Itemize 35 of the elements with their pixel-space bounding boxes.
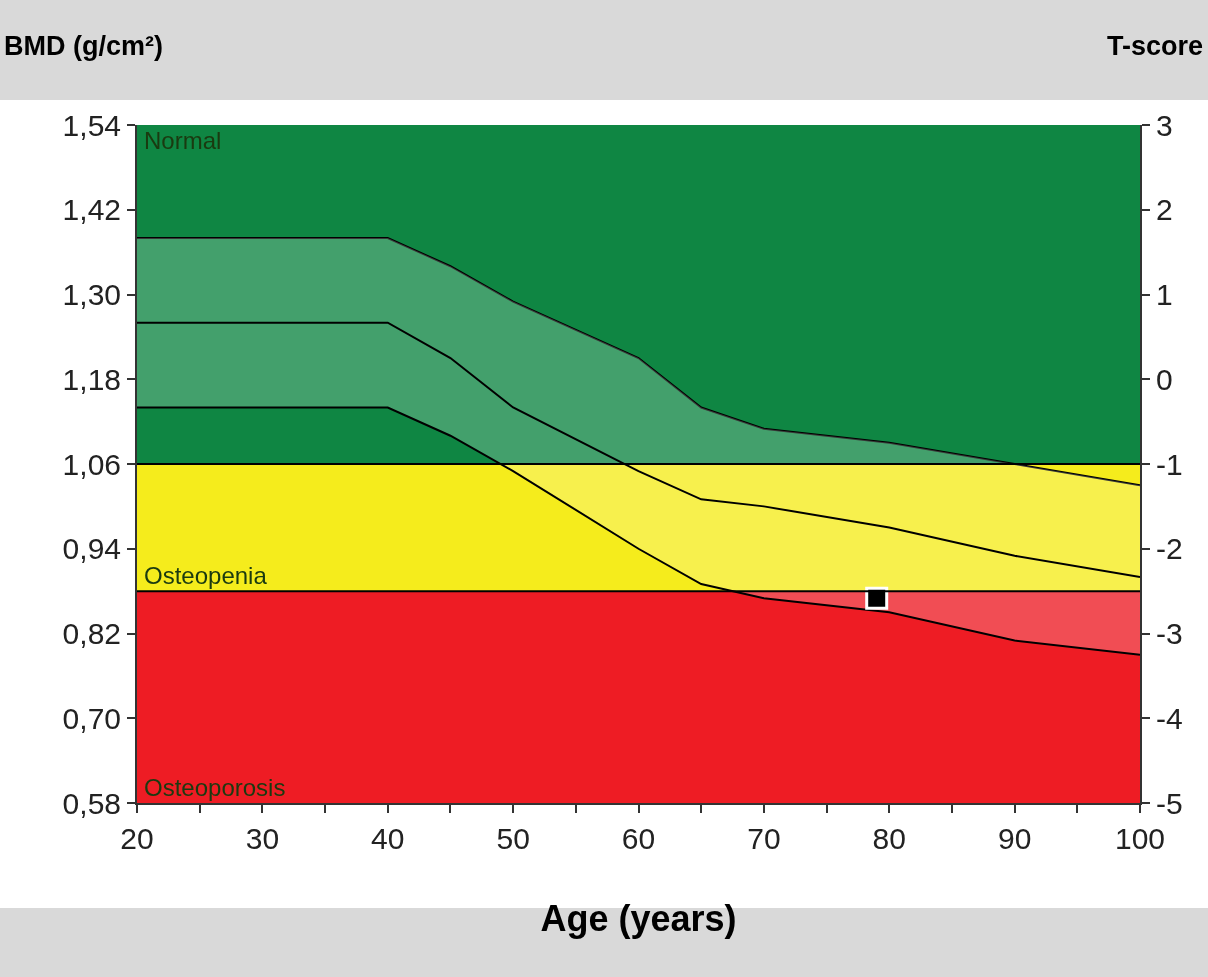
- y2-axis-title: T-score: [1107, 31, 1204, 61]
- x-tick-label: 20: [120, 822, 154, 855]
- x-tick-label: 70: [747, 822, 781, 855]
- x-tick-label: 40: [371, 822, 405, 855]
- y2-tick-label: -3: [1156, 617, 1183, 650]
- y-tick-label: 0,58: [62, 786, 121, 820]
- band-label: Normal: [144, 127, 222, 154]
- x-tick-label: 30: [245, 822, 280, 855]
- line-series: [137, 237, 1140, 487]
- y-tick-label: 1,54: [62, 108, 121, 142]
- y2-tick-label: -5: [1156, 786, 1183, 820]
- band-label: Osteopenia: [144, 562, 268, 589]
- y-tick-label: 1,42: [62, 193, 121, 227]
- y2-tick-label: 3: [1156, 108, 1173, 142]
- y2-tick-label: -1: [1156, 447, 1183, 481]
- x-tick-label: 60: [621, 822, 656, 855]
- y-tick-label: 0,82: [62, 617, 121, 650]
- y-tick-label: 1,18: [62, 362, 121, 396]
- y-tick-label: 1,30: [62, 278, 121, 311]
- x-tick-label: 100: [1114, 822, 1166, 855]
- y-tick-label: 0,70: [62, 701, 121, 735]
- x-tick-label: 80: [872, 822, 906, 855]
- y-tick-label: 1,06: [62, 447, 121, 481]
- y2-tick-label: -4: [1156, 701, 1183, 735]
- band-label: Osteoporosis: [144, 774, 286, 801]
- y-axis-title: BMD (g/cm²): [4, 31, 163, 61]
- x-axis-title: Age (years): [540, 898, 737, 940]
- x-tick-label: 90: [997, 822, 1032, 855]
- x-tick-label: 50: [496, 822, 530, 855]
- y2-tick-label: 0: [1156, 362, 1173, 396]
- y-tick-label: 0,94: [62, 532, 121, 566]
- line-series: [137, 406, 1140, 656]
- y2-tick-label: 1: [1156, 278, 1173, 311]
- y2-tick-label: -2: [1156, 532, 1183, 566]
- y2-tick-label: 2: [1156, 193, 1173, 227]
